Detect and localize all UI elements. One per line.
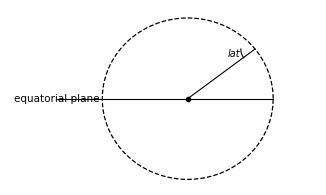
Text: lat: lat	[228, 49, 240, 59]
Text: equatorial plane: equatorial plane	[14, 94, 100, 104]
